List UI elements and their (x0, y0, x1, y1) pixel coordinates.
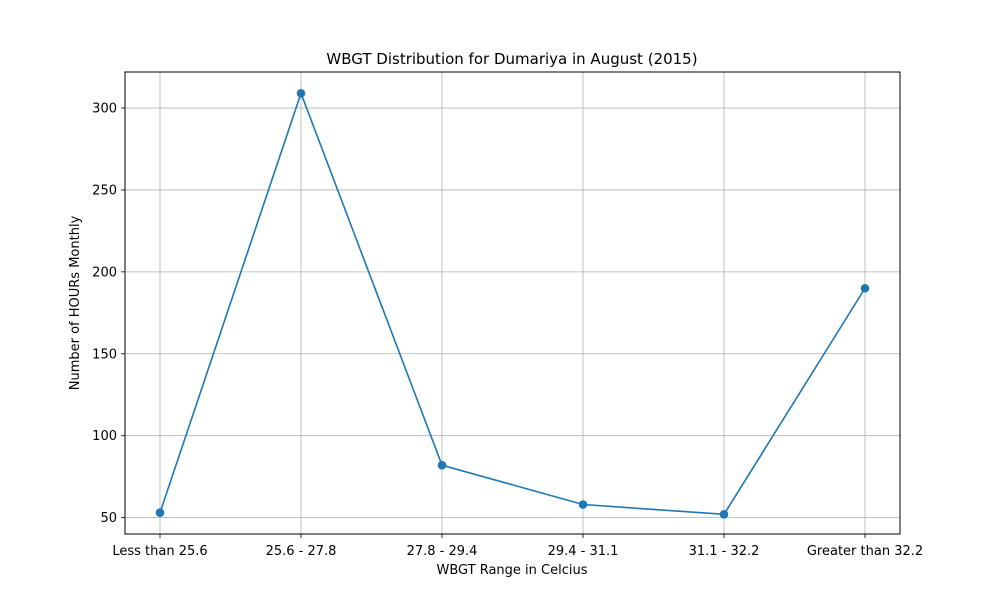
data-point (155, 508, 165, 518)
data-point (719, 510, 729, 519)
x-tick-label: Less than 25.6 (112, 544, 207, 559)
plot-area-frame (124, 71, 901, 535)
x-axis-label: WBGT Range in Celcius (436, 563, 587, 578)
data-series (155, 88, 870, 519)
y-axis-label: Number of HOURs Monthly (68, 215, 83, 390)
chart-title: WBGT Distribution for Dumariya in August… (326, 50, 697, 68)
y-tick-label: 100 (92, 429, 117, 444)
data-point (296, 88, 306, 98)
x-tick-label: 25.6 - 27.8 (266, 544, 337, 559)
y-tick-label: 200 (92, 265, 117, 280)
data-point (860, 283, 870, 293)
y-tick-label: 250 (92, 183, 117, 198)
y-tick-label: 300 (92, 102, 117, 117)
x-tick-label: 27.8 - 29.4 (407, 544, 478, 559)
data-point (437, 460, 447, 470)
x-tick-label: 31.1 - 32.2 (689, 544, 760, 559)
y-tick-label: 50 (100, 511, 117, 526)
y-tick-label: 150 (92, 347, 117, 362)
x-axis-ticks: Less than 25.6 25.6 - 27.8 27.8 - 29.4 29.4… (112, 534, 923, 559)
series-line (159, 90, 866, 516)
y-axis-ticks: 50 100 150 200 250 300 (92, 102, 125, 526)
grid-lines (125, 72, 900, 534)
x-tick-label: 29.4 - 31.1 (548, 544, 619, 559)
data-point (578, 500, 588, 509)
x-tick-label: Greater than 32.2 (807, 544, 923, 559)
